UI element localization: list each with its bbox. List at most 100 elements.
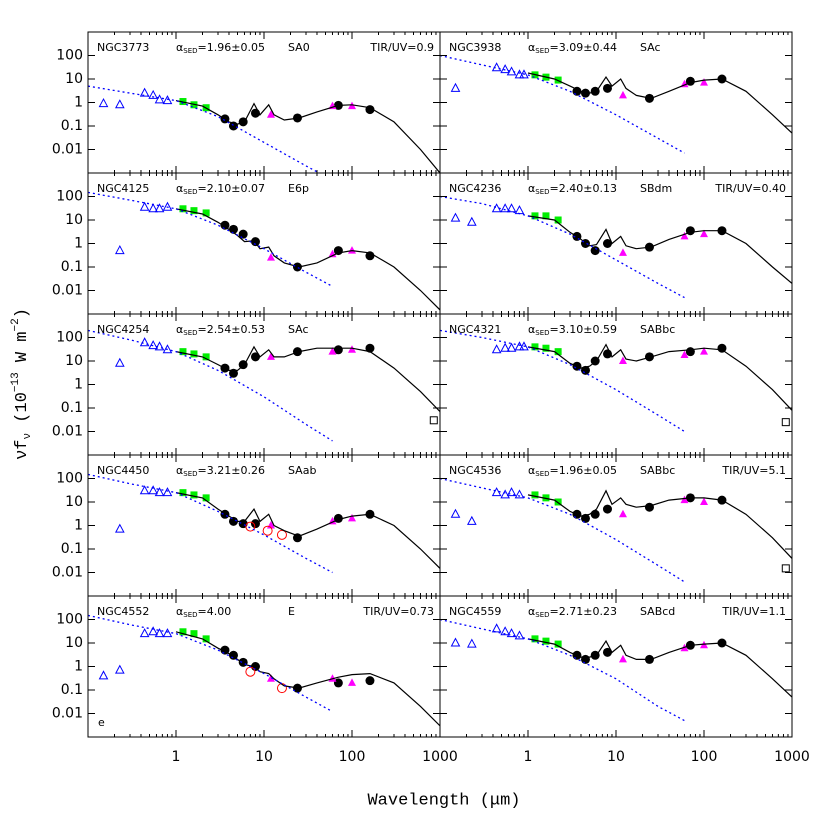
spitzer-point	[228, 516, 238, 526]
nir-point	[190, 207, 198, 215]
x-tick-label: 1	[524, 749, 533, 765]
alpha-value: =2.54±0.53	[198, 323, 265, 336]
iso-point	[618, 509, 627, 518]
spitzer-point	[644, 502, 654, 512]
model-curve	[527, 343, 792, 411]
uv-point	[114, 357, 125, 367]
iso-point	[348, 246, 356, 254]
panel: 0.01 0.1 1 10 100 1 10 100 1000 NGC4552 αSED=4.00 E…	[52, 595, 458, 765]
uv-point	[114, 99, 125, 109]
spitzer-point	[250, 519, 260, 529]
galaxy-name: NGC4559	[449, 605, 501, 618]
panel: 0.01 0.1 1 10 100 NGC3773 αSED=1.96±0.05 SA0 TIR…	[52, 31, 441, 174]
alpha-sed: αSED=3.09±0.44	[528, 41, 617, 55]
plot-area	[88, 473, 440, 574]
morphology: SAc	[640, 41, 661, 54]
iso-point	[700, 347, 708, 355]
nir-point	[179, 205, 187, 213]
x-tick-label: 10	[607, 749, 625, 765]
y-tick-label: 0.1	[61, 682, 83, 698]
uv-point	[500, 64, 510, 74]
alpha-symbol: α	[528, 464, 535, 477]
alpha-subscript: SED	[535, 188, 549, 196]
y-label-part: )	[13, 308, 32, 318]
alpha-symbol: α	[176, 464, 183, 477]
morphology: SA0	[288, 41, 310, 54]
spitzer-point	[220, 220, 230, 230]
y-tick-label: 10	[65, 212, 83, 228]
plot-area	[440, 329, 792, 433]
iso-point	[348, 678, 356, 686]
uv-point	[519, 69, 529, 79]
y-tick-label: 10	[65, 71, 83, 87]
y-label-part: −13	[10, 372, 22, 392]
panel: 1 10 100 1000 NGC4559 αSED=2.71±0.23 SABcd TIR/…	[439, 595, 810, 765]
spitzer-point	[250, 662, 260, 671]
alpha-sed: αSED=3.21±0.26	[176, 464, 265, 478]
y-tick-label: 0.1	[61, 259, 83, 275]
morphology: SBdm	[640, 182, 672, 195]
uv-point	[450, 637, 461, 647]
x-tick-label: 100	[339, 749, 366, 765]
uv-point	[450, 82, 461, 92]
galaxy-name: NGC4552	[97, 605, 149, 618]
uv-point	[500, 626, 510, 636]
uv-point	[98, 670, 109, 680]
alpha-value: =3.21±0.26	[198, 464, 265, 477]
nir-point	[531, 343, 539, 351]
nir-point	[202, 353, 210, 361]
alpha-value: =2.71±0.23	[550, 605, 617, 618]
y-tick-label: 0.1	[61, 118, 83, 134]
x-tick-label: 1000	[774, 749, 810, 765]
stellar-curve	[88, 329, 333, 442]
nir-point	[179, 489, 187, 497]
uv-point	[162, 344, 173, 354]
uv-point	[500, 203, 510, 213]
iso-point	[700, 229, 708, 238]
iso-point	[618, 356, 627, 364]
plot-area	[440, 54, 792, 154]
uv-point	[500, 489, 510, 499]
panel: 0.01 0.1 1 10 100 NGC4254 αSED=2.54±0.53 SAc	[52, 313, 441, 456]
x-tick-label: 1	[172, 749, 181, 765]
uv-point	[162, 201, 173, 211]
alpha-symbol: α	[528, 182, 535, 195]
uv-point	[466, 515, 477, 525]
tir-uv: TIR/UV=0.40	[714, 182, 786, 195]
submm-point	[429, 416, 438, 425]
y-tick-label: 0.1	[61, 400, 83, 416]
uv-point	[506, 487, 517, 497]
uv-point	[154, 628, 165, 638]
panel: NGC4321 αSED=3.10±0.59 SABbc	[439, 313, 793, 456]
plot-area	[88, 614, 440, 727]
nir-point	[554, 640, 562, 648]
y-label-part: (10	[13, 392, 32, 433]
alpha-value: =3.09±0.44	[550, 41, 617, 54]
uv-point	[491, 344, 502, 354]
nir-point	[190, 350, 198, 358]
spitzer-point	[365, 676, 375, 686]
model-curve	[175, 492, 440, 569]
alpha-value: =2.40±0.13	[550, 182, 617, 195]
spitzer-point	[333, 246, 343, 256]
y-tick-label: 0.01	[52, 706, 83, 722]
alpha-symbol: α	[176, 182, 183, 195]
nir-point	[179, 628, 187, 636]
uv-point	[506, 203, 517, 213]
uv-point	[114, 664, 125, 674]
spitzer-point	[580, 654, 590, 664]
alpha-symbol: α	[176, 605, 183, 618]
y-tick-label: 100	[56, 612, 83, 628]
model-curve	[175, 208, 440, 311]
model-curve	[527, 215, 792, 284]
alpha-sed: αSED=1.96±0.05	[528, 464, 617, 478]
uv-point	[450, 508, 461, 518]
nir-point	[179, 348, 187, 356]
iso-point	[266, 352, 275, 360]
uv-point	[114, 245, 125, 255]
model-curve	[527, 72, 792, 134]
nir-point	[554, 216, 562, 224]
uv-point	[519, 341, 529, 351]
iso-point	[680, 350, 689, 359]
